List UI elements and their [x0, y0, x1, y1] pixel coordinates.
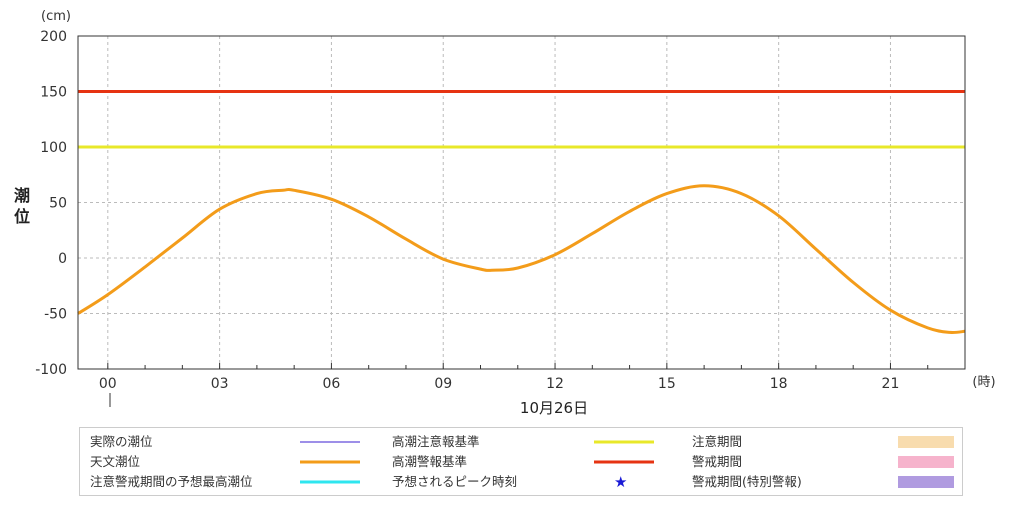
- x-tick-label: 18: [770, 376, 788, 392]
- legend-line-swatch: [300, 480, 360, 484]
- legend: 実際の潮位 天文潮位 注意警戒期間の予想最高潮位 高潮注意報基準 高潮警報基準 …: [79, 427, 963, 496]
- plot-frame: [77, 35, 966, 370]
- y-tick-labels: 200 150 100 50 0 -50 -100: [35, 29, 67, 378]
- legend-item-actual-tide: 実際の潮位: [90, 433, 380, 451]
- legend-label: 高潮警報基準: [392, 454, 468, 469]
- legend-line-swatch: [594, 440, 654, 444]
- legend-label: 天文潮位: [90, 454, 141, 469]
- star-icon: ★: [614, 473, 628, 491]
- legend-box-swatch: [898, 436, 954, 448]
- legend-box-swatch: [898, 476, 954, 488]
- x-tick-label: 15: [658, 376, 676, 392]
- y-tick-label: -50: [44, 307, 67, 323]
- legend-label: 警戒期間(特別警報): [692, 474, 802, 489]
- threshold-lines: [78, 90, 965, 149]
- x-tick-label: 21: [882, 376, 900, 392]
- legend-item-advisory-period: 注意期間: [692, 433, 958, 451]
- legend-label: 実際の潮位: [90, 434, 153, 449]
- legend-line-swatch: [594, 460, 654, 464]
- legend-label: 高潮注意報基準: [392, 434, 480, 449]
- y-tick-label: 200: [40, 29, 67, 45]
- y-tick-label: 50: [49, 196, 67, 212]
- legend-label: 予想されるピーク時刻: [392, 474, 518, 489]
- y-tick-label: 150: [40, 85, 67, 101]
- legend-item-peak-time: 予想されるピーク時刻 ★: [392, 473, 682, 491]
- legend-item-warning-period: 警戒期間: [692, 453, 958, 471]
- date-label: 10月26日: [520, 399, 588, 417]
- series-line: [77, 184, 966, 335]
- legend-item-special-warning-period: 警戒期間(特別警報): [692, 473, 958, 491]
- y-tick-label: -100: [35, 362, 67, 378]
- x-tick-label: 06: [323, 376, 341, 392]
- x-tick-label: 03: [211, 376, 229, 392]
- legend-line-swatch: [300, 441, 360, 443]
- legend-label: 注意警戒期間の予想最高潮位: [90, 474, 253, 489]
- y-unit-label: (cm): [41, 9, 71, 24]
- series-layer: [77, 184, 966, 335]
- x-tick-labels: 00 03 06 09 12 15 18 21: [99, 376, 899, 392]
- x-tick-label: 00: [99, 376, 117, 392]
- y-axis-title-char-2: 位: [14, 207, 30, 226]
- legend-item-astronomical-tide: 天文潮位: [90, 453, 380, 471]
- legend-label: 警戒期間: [692, 454, 743, 469]
- legend-box-swatch: [898, 456, 954, 468]
- y-axis-title-char-1: 潮: [14, 186, 30, 205]
- legend-line-swatch: [300, 460, 360, 464]
- legend-item-advisory-criterion: 高潮注意報基準: [392, 433, 682, 451]
- x-unit-label: (時): [972, 375, 995, 390]
- x-tick-label: 09: [434, 376, 452, 392]
- y-tick-label: 100: [40, 140, 67, 156]
- x-tick-label: 12: [546, 376, 564, 392]
- legend-label: 注意期間: [692, 434, 743, 449]
- tide-chart: 200 150 100 50 0 -50 -100 00 03 06 09 12 15 18 21 (cm…: [14, 9, 996, 417]
- legend-item-warning-criterion: 高潮警報基準: [392, 453, 682, 471]
- grid: [78, 36, 965, 369]
- y-tick-label: 0: [58, 251, 67, 267]
- legend-item-forecast-max-tide: 注意警戒期間の予想最高潮位: [90, 473, 380, 491]
